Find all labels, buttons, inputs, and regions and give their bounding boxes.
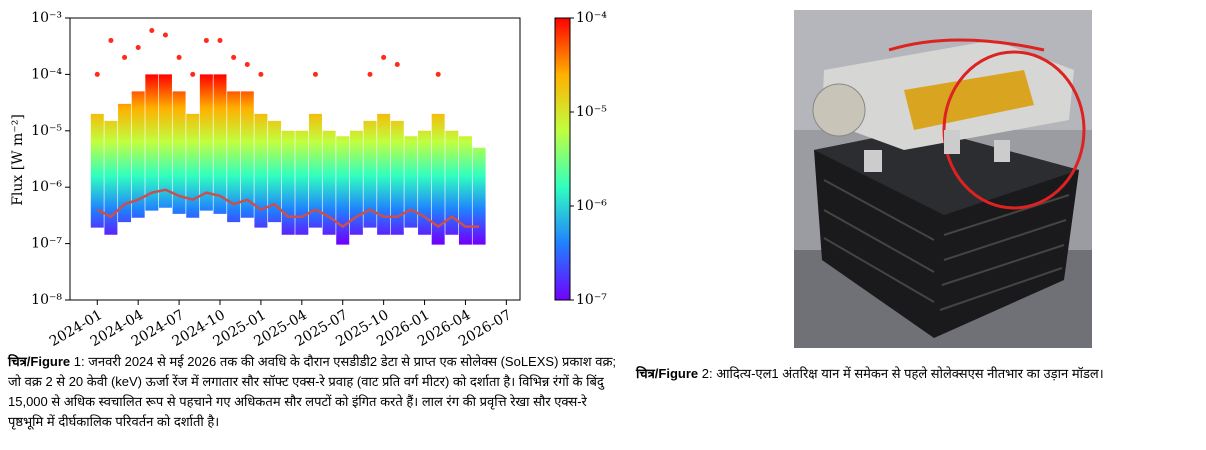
chart: Flux [W m⁻²] 10⁻⁸10⁻⁷10⁻⁶10⁻⁵10⁻⁴10⁻³202…	[10, 10, 607, 350]
trend-line	[96, 188, 480, 229]
flare-point	[190, 71, 196, 77]
flare-point	[394, 61, 400, 67]
photo-box-ribs	[823, 179, 1070, 311]
flare-point	[176, 54, 182, 60]
caption-2: चित्र/Figure 2: आदित्य-एल1 अंतरिक्ष यान …	[636, 364, 1206, 384]
photo-connectors	[864, 130, 1010, 172]
photo-cable	[888, 38, 1045, 52]
y-axis-label: Flux [W m⁻²]	[10, 114, 26, 206]
colorbar	[554, 17, 571, 301]
photo-box-top	[814, 128, 1079, 215]
colorbar-tick-label: 10⁻⁷	[576, 292, 607, 308]
flare-point	[135, 44, 141, 50]
photo-collimator	[812, 83, 866, 137]
flare-point	[244, 61, 250, 67]
caption-text: 1: जनवरी 2024 से मई 2026 तक की अवधि के द…	[8, 354, 617, 429]
flare-point	[312, 71, 318, 77]
colorbar-tick-label: 10⁻⁶	[576, 198, 607, 214]
colorbar-tick-label: 10⁻⁴	[576, 10, 607, 26]
y-tick-label: 10⁻⁷	[31, 236, 62, 252]
y-tick-label: 10⁻³	[31, 10, 62, 26]
y-tick-label: 10⁻⁶	[31, 179, 62, 195]
caption-label: चित्र/Figure	[8, 354, 71, 369]
flare-point	[149, 28, 155, 34]
flare-point	[367, 71, 373, 77]
y-tick-label: 10⁻⁸	[31, 292, 62, 308]
flare-point	[217, 37, 223, 43]
colorbar-tick-label: 10⁻⁵	[576, 104, 607, 120]
photo-gold-foil	[904, 70, 1034, 130]
y-tick-label: 10⁻⁵	[31, 123, 62, 139]
flare-point	[381, 54, 387, 60]
flare-point	[162, 32, 168, 38]
y-tick-label: 10⁻⁴	[31, 66, 62, 82]
flare-point	[94, 71, 100, 77]
photo	[794, 10, 1092, 348]
flare-point	[231, 54, 237, 60]
flare-point	[435, 71, 441, 77]
flare-point	[203, 37, 209, 43]
plot-frame	[69, 17, 521, 301]
caption-1: चित्र/Figure 1: जनवरी 2024 से मई 2026 तक…	[8, 352, 620, 432]
flare-point	[108, 37, 114, 43]
flare-point	[122, 54, 128, 60]
flare-point	[258, 71, 264, 77]
caption-text: 2: आदित्य-एल1 अंतरिक्ष यान में समेकन से …	[698, 366, 1104, 381]
caption-label: चित्र/Figure	[636, 366, 699, 381]
